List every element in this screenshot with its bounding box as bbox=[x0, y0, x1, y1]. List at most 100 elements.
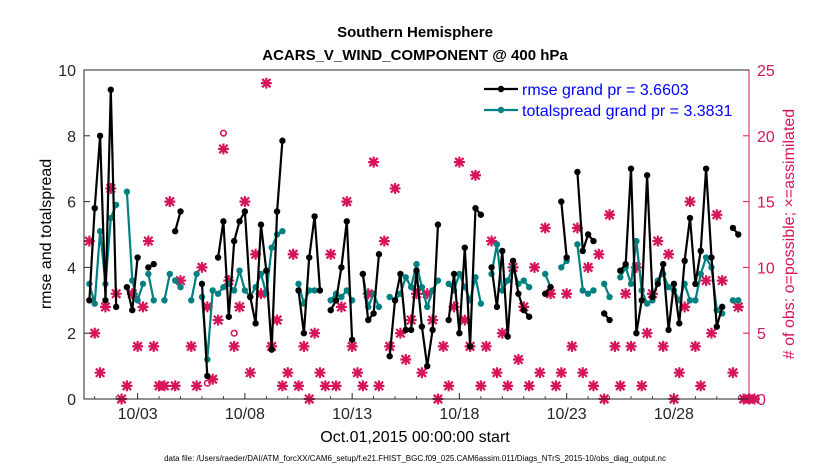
y-right-tick-label: 5 bbox=[757, 326, 766, 343]
obs-assimilated-glyph bbox=[207, 373, 219, 385]
obs-assimilated-glyph bbox=[480, 340, 492, 352]
obs-assimilated-glyph bbox=[362, 288, 374, 300]
obs-assimilated-marker bbox=[99, 301, 111, 313]
obs-assimilated-marker bbox=[470, 169, 481, 181]
obs-assimilated-marker bbox=[276, 380, 288, 392]
rmse-line-segment bbox=[361, 254, 381, 322]
obs-assimilated-marker bbox=[282, 367, 294, 379]
obs-possible-marker bbox=[219, 129, 228, 137]
obs-assimilated-glyph bbox=[201, 301, 213, 313]
obs-assimilated-marker bbox=[636, 380, 648, 392]
obs-assimilated-marker bbox=[378, 235, 390, 247]
obs-assimilated-glyph bbox=[169, 380, 181, 392]
rmse-point bbox=[230, 237, 238, 245]
rmse-point bbox=[263, 267, 270, 274]
totalspread-point bbox=[161, 297, 168, 304]
obs-assimilated-marker bbox=[400, 354, 412, 365]
obs-assimilated-glyph bbox=[604, 209, 616, 221]
obs-assimilated-glyph bbox=[416, 367, 428, 379]
obs-assimilated-marker bbox=[657, 340, 669, 352]
rmse-point bbox=[509, 257, 517, 265]
obs-assimilated-marker bbox=[260, 77, 272, 89]
totalspread-point bbox=[525, 283, 533, 291]
obs-assimilated-marker bbox=[239, 196, 251, 208]
totalspread-point bbox=[692, 297, 699, 304]
rmse-point bbox=[107, 86, 115, 93]
totalspread-point bbox=[418, 283, 426, 291]
obs-assimilated-glyph bbox=[555, 367, 567, 379]
obs-assimilated-glyph bbox=[191, 380, 203, 392]
rmse-point bbox=[102, 297, 109, 304]
totalspread-point bbox=[343, 287, 350, 294]
rmse-point bbox=[606, 316, 613, 324]
obs-assimilated-marker bbox=[609, 340, 621, 352]
obs-assimilated-marker bbox=[443, 380, 455, 392]
obs-assimilated-glyph bbox=[453, 156, 465, 168]
rmse-point bbox=[123, 283, 131, 291]
obs-assimilated-glyph bbox=[695, 380, 707, 392]
rmse-point bbox=[493, 303, 501, 311]
totalspread-point bbox=[579, 287, 586, 294]
obs-assimilated-marker bbox=[630, 261, 642, 273]
obs-assimilated-glyph bbox=[99, 301, 111, 313]
obs-assimilated-marker bbox=[175, 275, 186, 287]
obs-assimilated-glyph bbox=[217, 143, 229, 155]
obs-assimilated-glyph bbox=[319, 380, 331, 392]
obs-assimilated-marker bbox=[448, 301, 460, 313]
rmse-point bbox=[461, 244, 468, 251]
rmse-point bbox=[279, 137, 286, 144]
rmse-line-segment bbox=[619, 167, 724, 335]
chart-subtitle: ACARS_V_WIND_COMPONENT @ 400 hPa bbox=[262, 47, 568, 64]
obs-assimilated-marker bbox=[512, 354, 524, 365]
obs-assimilated-glyph bbox=[271, 314, 283, 326]
rmse-point bbox=[499, 247, 506, 255]
obs-assimilated-marker bbox=[105, 182, 117, 194]
rmse-point bbox=[413, 267, 420, 274]
obs-assimilated-marker bbox=[191, 380, 203, 392]
rmse-point bbox=[601, 310, 608, 317]
rmse-point bbox=[359, 270, 367, 278]
y-right-tick-label: 15 bbox=[757, 195, 775, 212]
obs-assimilated-marker bbox=[545, 288, 557, 300]
obs-assimilated-marker bbox=[325, 248, 337, 260]
obs-assimilated-glyph bbox=[588, 380, 599, 392]
y-right-tick-label: 10 bbox=[757, 260, 775, 277]
totalspread-point bbox=[493, 241, 501, 248]
chart-title: Southern Hemisphere bbox=[337, 24, 493, 41]
rmse-point bbox=[225, 313, 232, 320]
obs-assimilated-glyph bbox=[185, 340, 197, 352]
obs-assimilated-marker bbox=[550, 380, 562, 392]
obs-assimilated-marker bbox=[185, 340, 197, 352]
rmse-point bbox=[638, 297, 645, 304]
rmse-point bbox=[702, 165, 710, 172]
rmse-point bbox=[86, 297, 93, 304]
legend-rmse-label: rmse grand pr = 3.6603 bbox=[522, 82, 689, 99]
legend-spread-marker bbox=[497, 106, 505, 114]
obs-assimilated-marker bbox=[287, 248, 299, 260]
y-left-tick-label: 0 bbox=[67, 392, 76, 409]
x-axis-label: Oct.01,2015 00:00:00 start bbox=[320, 429, 510, 446]
obs-assimilated-marker bbox=[293, 380, 304, 392]
rmse-point bbox=[525, 313, 533, 320]
obs-assimilated-glyph bbox=[368, 156, 380, 168]
rmse-point bbox=[402, 326, 409, 334]
rmse-point bbox=[386, 353, 393, 360]
rmse-point bbox=[617, 267, 624, 274]
obs-assimilated-marker bbox=[126, 288, 138, 300]
rmse-point bbox=[306, 254, 313, 261]
obs-assimilated-glyph bbox=[679, 301, 691, 313]
obs-assimilated-glyph bbox=[448, 301, 460, 313]
rmse-point bbox=[332, 297, 340, 304]
obs-assimilated-marker bbox=[314, 367, 326, 379]
totalspread-point bbox=[236, 267, 243, 274]
rmse-point bbox=[247, 293, 254, 301]
obs-assimilated-marker bbox=[121, 380, 133, 392]
totalspread-point bbox=[139, 280, 147, 288]
rmse-point bbox=[472, 204, 479, 212]
rmse-line-segment bbox=[576, 171, 595, 252]
obs-assimilated-marker bbox=[663, 248, 675, 260]
rmse-point bbox=[418, 323, 426, 330]
totalspread-point bbox=[456, 270, 463, 278]
obs-assimilated-glyph bbox=[137, 301, 149, 313]
obs-assimilated-marker bbox=[244, 367, 256, 379]
